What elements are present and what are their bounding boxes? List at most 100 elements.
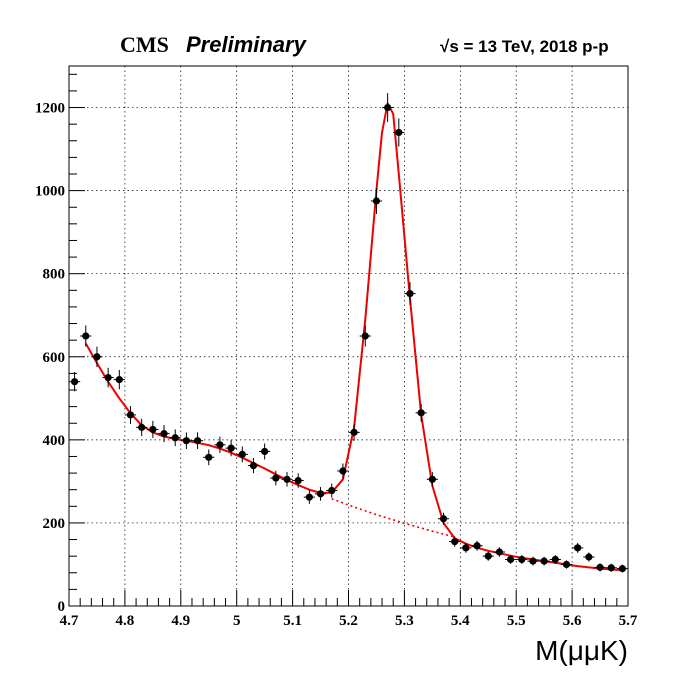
data-point	[404, 282, 416, 306]
data-point	[471, 540, 483, 551]
data-point	[303, 490, 315, 504]
x-axis-title: M(μμK)	[535, 635, 628, 666]
data-point	[136, 418, 148, 436]
data-point	[393, 118, 405, 147]
data-point	[482, 551, 494, 561]
data-point	[203, 449, 215, 466]
data-marker	[138, 423, 146, 431]
data-marker	[529, 557, 537, 565]
data-point	[236, 446, 248, 463]
data-point	[259, 443, 271, 460]
y-tick-label: 0	[58, 599, 66, 615]
data-point	[527, 556, 539, 566]
data-marker	[305, 493, 313, 501]
data-marker	[339, 467, 347, 475]
data-point	[214, 436, 226, 454]
data-marker	[249, 462, 258, 470]
data-point	[292, 473, 304, 488]
data-point	[616, 564, 628, 573]
data-marker	[272, 474, 280, 482]
y-tick-label: 1200	[35, 101, 65, 117]
data-point	[516, 555, 528, 564]
data-point	[460, 542, 472, 553]
data-marker	[607, 564, 615, 572]
data-marker	[361, 332, 369, 340]
data-point	[549, 555, 561, 564]
data-point	[583, 552, 595, 562]
data-point	[180, 432, 192, 449]
data-point	[147, 420, 159, 439]
x-tick-label: 5	[233, 613, 241, 629]
y-tick-label: 600	[43, 350, 66, 366]
status-label: Preliminary	[186, 32, 308, 57]
data-point	[493, 547, 506, 557]
data-point	[370, 188, 383, 214]
data-marker	[149, 425, 157, 434]
x-tick-label: 5.2	[339, 613, 358, 629]
data-marker	[93, 353, 101, 361]
data-marker	[428, 475, 436, 483]
data-marker	[227, 444, 235, 452]
data-marker	[618, 565, 627, 573]
sqrt-s-label: √s	[440, 37, 459, 56]
data-marker	[205, 453, 213, 461]
data-marker	[171, 434, 179, 442]
data-marker	[562, 560, 571, 569]
data-marker	[462, 544, 470, 552]
data-marker	[451, 538, 459, 546]
axes: 4.7 4.8 4.9 5 5.1 5.2 5.3 5.4 5.5 5.6 5.7 0 200 400 60…	[35, 73, 638, 629]
x-tick-label: 5.3	[395, 613, 414, 629]
x-tick-label: 5.5	[507, 613, 526, 629]
data-marker	[551, 555, 559, 564]
data-marker	[484, 552, 492, 560]
data-marker	[495, 548, 504, 556]
data-marker	[507, 555, 515, 564]
data-point	[359, 325, 371, 347]
data-point	[80, 325, 92, 347]
x-tick-label: 5.1	[283, 613, 302, 629]
data-marker	[126, 411, 135, 419]
data-point	[594, 563, 606, 572]
data-marker	[238, 450, 246, 458]
data-point	[191, 432, 204, 449]
x-tick-label: 4.9	[171, 613, 190, 629]
data-marker	[417, 409, 425, 417]
data-marker	[104, 373, 112, 382]
data-point	[124, 406, 137, 424]
data-marker	[216, 441, 224, 449]
data-point	[348, 423, 360, 441]
data-marker	[283, 475, 291, 483]
x-tick-label: 4.8	[116, 613, 135, 629]
data-point	[605, 563, 617, 572]
data-marker	[294, 476, 302, 485]
data-point	[247, 457, 260, 474]
data-marker	[406, 290, 414, 298]
data-marker	[350, 428, 358, 436]
data-marker	[384, 103, 392, 112]
data-point	[270, 470, 282, 486]
data-marker	[540, 557, 548, 565]
data-point	[102, 367, 114, 388]
data-point	[225, 440, 237, 457]
energy-value-label: = 13 TeV, 2018 p-p	[459, 37, 609, 56]
x-tick-label: 5.6	[563, 613, 582, 629]
x-tick-label: 5.7	[619, 613, 638, 629]
data-point	[572, 542, 584, 553]
data-point	[505, 555, 517, 564]
data-marker	[182, 437, 190, 445]
data-point	[281, 472, 293, 487]
y-tick-label: 800	[43, 267, 66, 283]
data-point	[91, 346, 103, 367]
data-marker	[518, 555, 526, 564]
experiment-label: CMS	[120, 32, 169, 57]
data-point	[538, 556, 550, 566]
data-point	[169, 429, 181, 447]
y-tick-label: 200	[43, 516, 66, 532]
fit-curve	[84, 102, 623, 572]
data-point	[437, 512, 450, 525]
data-marker	[70, 378, 79, 386]
data-point	[314, 487, 327, 501]
y-tick-label: 400	[43, 433, 66, 449]
data-point	[426, 472, 438, 487]
